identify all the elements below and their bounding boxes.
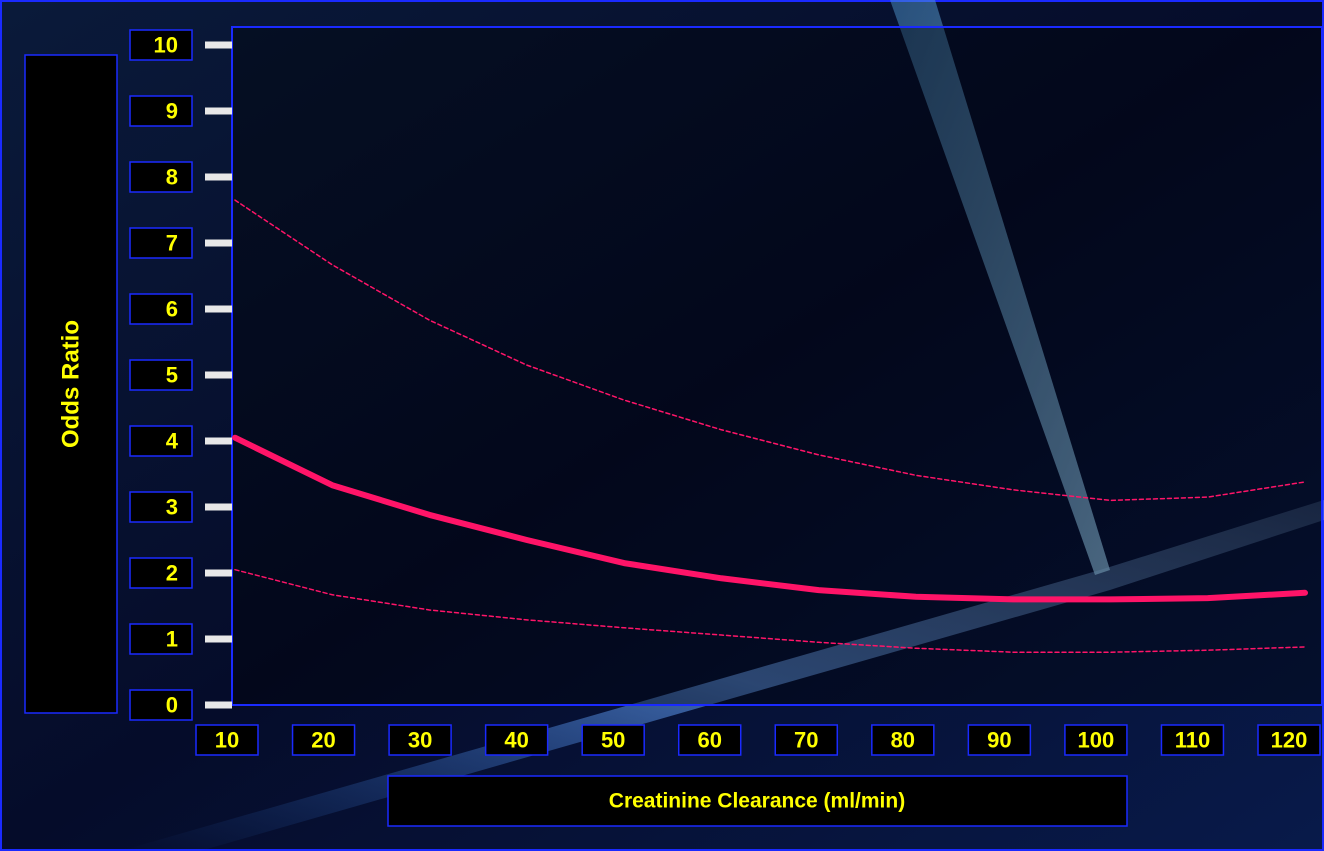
series-line	[234, 199, 1306, 502]
x-tick-label: 10	[215, 728, 239, 753]
x-tick-box	[677, 724, 742, 756]
y-tick-label: 5	[166, 363, 178, 388]
plot-area	[231, 26, 1323, 706]
y-tick-box	[129, 359, 193, 391]
x-tick-box	[581, 724, 645, 756]
y-tick-box	[129, 425, 193, 457]
y-tick-box	[129, 161, 193, 193]
x-tick-box	[484, 724, 549, 756]
x-label-box	[387, 775, 1128, 827]
x-tick-label: 90	[987, 728, 1011, 753]
y-tick-label: 6	[166, 297, 178, 322]
y-tick-box	[129, 491, 193, 523]
y-tick-label: 0	[166, 693, 178, 718]
y-tick-label: 1	[166, 627, 178, 652]
y-tick-box	[129, 95, 193, 127]
x-tick-label: 20	[311, 728, 335, 753]
y-tick-box	[129, 227, 193, 259]
y-tick-box	[129, 293, 193, 325]
x-tick-label: 80	[891, 728, 915, 753]
y-tick-label: 9	[166, 99, 178, 124]
x-tick-label: 30	[408, 728, 432, 753]
y-tick-label: 3	[166, 495, 178, 520]
x-tick-box	[871, 724, 935, 756]
y-axis-label: Odds Ratio	[58, 320, 85, 448]
y-tick-label: 7	[166, 231, 178, 256]
y-tick-box	[129, 623, 193, 655]
x-tick-box	[291, 724, 356, 756]
y-tick-label: 10	[154, 33, 178, 58]
x-tick-label: 100	[1078, 728, 1115, 753]
x-tick-box	[1160, 724, 1225, 756]
x-tick-box	[388, 724, 452, 756]
y-tick-box	[129, 29, 193, 61]
x-tick-box	[195, 724, 259, 756]
x-tick-label: 50	[601, 728, 625, 753]
x-axis-label: Creatinine Clearance (ml/min)	[609, 790, 905, 813]
series-line	[234, 568, 1306, 653]
x-tick-label: 40	[504, 728, 528, 753]
x-tick-box	[774, 724, 839, 756]
x-tick-box	[1064, 724, 1128, 756]
x-tick-label: 110	[1175, 728, 1211, 753]
x-tick-label: 120	[1271, 728, 1308, 753]
y-tick-box	[129, 689, 193, 721]
y-tick-label: 8	[166, 165, 178, 190]
series-line	[232, 434, 1308, 603]
x-tick-label: 60	[697, 728, 721, 753]
y-label-box	[24, 54, 118, 714]
x-tick-label: 70	[794, 728, 818, 753]
x-tick-box	[1257, 724, 1321, 756]
y-tick-label: 2	[166, 561, 178, 586]
x-tick-box	[967, 724, 1032, 756]
y-tick-label: 4	[166, 429, 179, 454]
light-beam	[890, 0, 1110, 575]
y-tick-box	[129, 557, 193, 589]
